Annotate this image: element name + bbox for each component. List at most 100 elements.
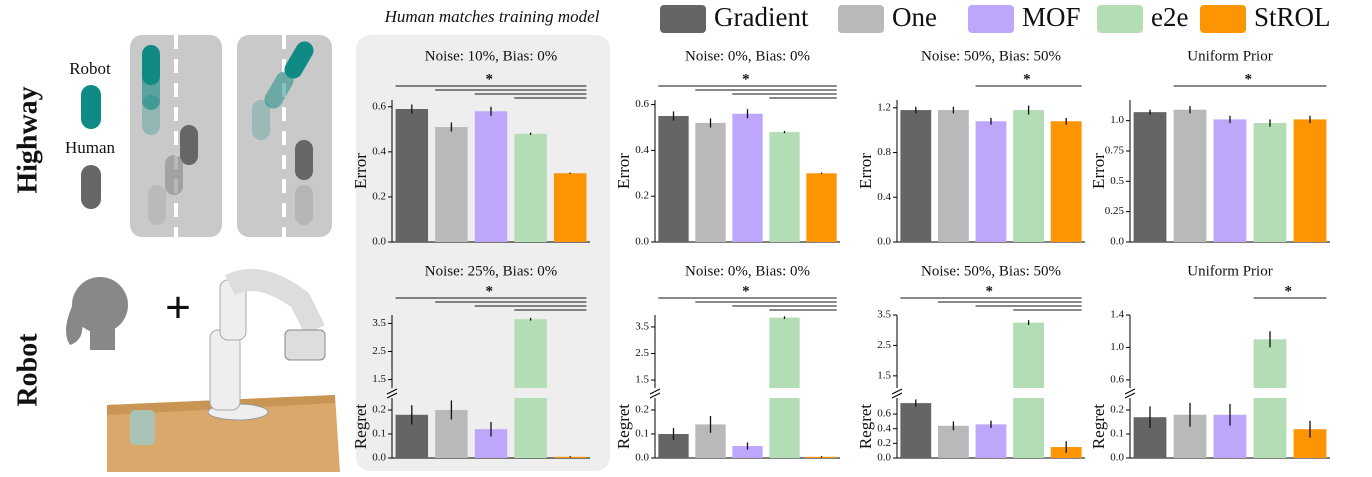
chart-title: Noise: 50%, Bias: 50% [921, 48, 1061, 64]
bar [658, 116, 688, 242]
bar [900, 110, 931, 242]
bar [769, 132, 799, 242]
y-tick-label: 0.0 [635, 236, 649, 248]
y-tick-label: 0.1 [372, 428, 386, 440]
y-tick-label: 0.2 [372, 190, 386, 202]
y-tick-label: 1.5 [877, 369, 891, 381]
y-tick-label: 0.6 [1110, 373, 1124, 385]
chart-title: Uniform Prior [1187, 48, 1272, 64]
y-tick-label: 0.0 [1110, 236, 1124, 248]
y-tick-label: 2.5 [372, 345, 386, 357]
highlight-panel [356, 35, 610, 471]
legend-label: StROL [1254, 2, 1331, 32]
y-axis-label: Error [614, 153, 633, 189]
y-tick-label: 0.4 [635, 144, 649, 156]
chart-title: Noise: 0%, Bias: 0% [685, 263, 810, 279]
significance-mark: * [485, 71, 493, 87]
y-tick-label: 2.5 [877, 339, 891, 351]
human-silhouette [66, 277, 128, 350]
significance-mark: * [485, 283, 493, 299]
y-tick-label: 0.8 [877, 146, 891, 158]
plus-sign: + [165, 282, 191, 333]
y-tick-label: 0.4 [372, 145, 386, 157]
legend-label: MOF [1022, 2, 1081, 32]
y-tick-label: 3.5 [635, 320, 649, 332]
bar [1254, 123, 1287, 242]
y-tick-label: 1.4 [1110, 309, 1124, 321]
y-tick-label: 0.0 [635, 452, 649, 464]
significance-mark: * [1284, 283, 1292, 299]
y-axis-label: Error [1089, 153, 1108, 189]
legend-label: Gradient [714, 2, 809, 32]
legend-swatch [1200, 5, 1246, 33]
row-label: Highway [12, 86, 43, 193]
bar [1013, 110, 1044, 242]
bar [1294, 119, 1327, 242]
y-tick-label: 0.2 [372, 404, 386, 416]
y-tick-label: 1.5 [372, 373, 386, 385]
y-axis-label: Error [351, 153, 370, 189]
y-tick-label: 0.4 [877, 191, 891, 203]
bar [514, 398, 546, 458]
bar [695, 123, 725, 242]
figure: Robot Human Highway Robot + Human matche… [0, 0, 1372, 477]
bar [938, 426, 969, 458]
legend-swatch [660, 5, 706, 33]
bar [1051, 121, 1082, 242]
row-label: Robot [12, 333, 43, 407]
y-tick-label: 2.5 [635, 347, 649, 359]
legend-label: e2e [1151, 2, 1188, 32]
y-axis-label: Regret [1089, 404, 1108, 450]
robot-scene [107, 280, 340, 472]
bar [1254, 398, 1287, 458]
panel-header: Human matches training model [384, 7, 600, 26]
significance-mark: * [986, 283, 994, 299]
y-axis-label: Regret [351, 404, 370, 450]
bar [514, 319, 546, 388]
bar [435, 127, 467, 242]
y-tick-label: 0.2 [635, 190, 649, 202]
y-tick-label: 3.5 [372, 317, 386, 329]
bar [396, 109, 428, 242]
y-tick-label: 1.0 [1110, 341, 1124, 353]
bar [475, 111, 507, 242]
y-tick-label: 0.0 [877, 452, 891, 464]
bar [1134, 112, 1167, 242]
bar [976, 424, 1007, 458]
axis-break [1125, 389, 1135, 398]
y-axis-label: Regret [614, 404, 633, 450]
y-tick-label: 0.1 [635, 428, 649, 440]
axis-break [892, 389, 902, 398]
chart-title: Noise: 25%, Bias: 0% [425, 263, 558, 279]
significance-mark: * [1023, 71, 1031, 87]
y-axis-label: Error [856, 153, 875, 189]
y-tick-label: 0.0 [372, 236, 386, 248]
axis-break [650, 389, 660, 398]
significance-mark: * [1244, 71, 1252, 87]
y-tick-label: 0.6 [635, 98, 649, 110]
bar [1214, 119, 1247, 242]
significance-mark: * [742, 71, 750, 87]
y-tick-label: 0.0 [1110, 452, 1124, 464]
chart-title: Noise: 0%, Bias: 0% [685, 48, 810, 64]
y-axis-label: Regret [856, 404, 875, 450]
bar [514, 134, 546, 242]
bar [938, 110, 969, 242]
agent-label: Robot [69, 59, 111, 78]
y-tick-label: 1.5 [635, 374, 649, 386]
bar [554, 173, 586, 242]
chart-title: Noise: 10%, Bias: 0% [425, 48, 558, 64]
y-tick-label: 0.6 [877, 408, 891, 420]
y-tick-label: 0.4 [877, 422, 891, 434]
bar [976, 121, 1007, 242]
chart-title: Noise: 50%, Bias: 50% [921, 263, 1061, 279]
legend-swatch [968, 5, 1014, 33]
y-tick-label: 1.0 [1110, 114, 1124, 126]
y-tick-label: 3.5 [877, 309, 891, 321]
bar [732, 114, 762, 242]
y-tick-label: 0.0 [372, 452, 386, 464]
bar [900, 403, 931, 458]
y-tick-label: 1.2 [877, 101, 891, 113]
y-tick-label: 0.25 [1105, 205, 1125, 217]
legend-swatch [838, 5, 884, 33]
